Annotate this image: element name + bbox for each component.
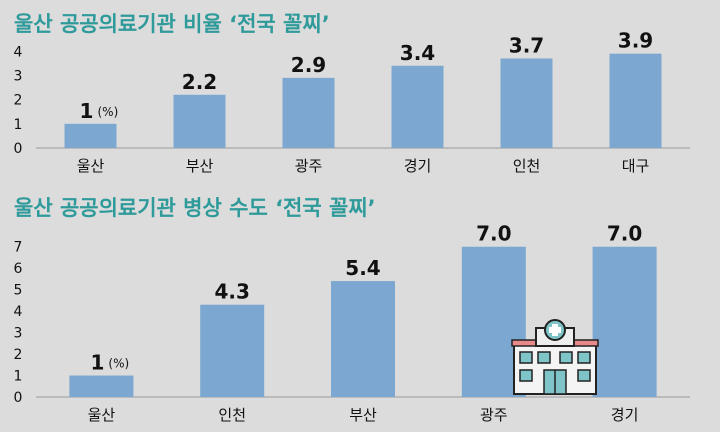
chart2-value-label: 7.0 bbox=[607, 222, 642, 246]
chart1-value-label: 3.9 bbox=[618, 29, 653, 53]
chart2-ytick: 2 bbox=[14, 347, 23, 363]
chart2-ytick: 3 bbox=[14, 326, 23, 342]
chart1-unit-label: (%) bbox=[98, 105, 119, 119]
chart2-bar bbox=[200, 304, 265, 397]
chart1-ytick: 1 bbox=[14, 117, 23, 133]
chart2-value-label: 7.0 bbox=[476, 222, 511, 246]
chart1-category-label: 인천 bbox=[513, 157, 541, 175]
chart1-value-label: 2.2 bbox=[182, 70, 217, 94]
chart1-value-label: 2.9 bbox=[291, 53, 326, 77]
chart2-ytick: 6 bbox=[14, 261, 23, 277]
chart2-category-label: 인천 bbox=[218, 406, 246, 424]
chart1-value-label: 1 bbox=[80, 99, 94, 123]
chart1-bar bbox=[609, 53, 662, 148]
chart2-category-label: 경기 bbox=[611, 406, 639, 424]
chart1-value-label: 3.7 bbox=[509, 34, 544, 58]
chart1-category-label: 울산 bbox=[77, 157, 105, 175]
chart1-category-label: 광주 bbox=[295, 157, 323, 175]
chart2-unit-label: (%) bbox=[108, 357, 129, 371]
chart2-category-label: 부산 bbox=[349, 406, 377, 424]
chart2-category-label: 울산 bbox=[88, 406, 116, 424]
chart1-value-label: 3.4 bbox=[400, 41, 435, 65]
chart2-bar bbox=[592, 246, 657, 397]
chart2-value-label: 5.4 bbox=[345, 256, 380, 280]
chart2-plot: 0 1 2 3 4 5 6 7 1 (%) 울산 4.3 인천 5.4 부산 7.0 광주 7.0 경기 bbox=[14, 222, 690, 424]
chart1-category-label: 부산 bbox=[186, 157, 214, 175]
chart2-value-label: 4.3 bbox=[214, 280, 249, 304]
chart1-category-label: 경기 bbox=[404, 157, 432, 175]
chart1-title: 울산 공공의료기관 비율 ‘전국 꼴찌’ bbox=[14, 12, 330, 36]
chart2-title: 울산 공공의료기관 병상 수도 ‘전국 꼴찌’ bbox=[14, 196, 376, 220]
chart1-ytick: 4 bbox=[14, 44, 23, 60]
chart2-bar bbox=[69, 375, 134, 397]
chart2-ytick: 5 bbox=[14, 283, 23, 299]
chart2-category-label: 광주 bbox=[480, 406, 508, 424]
chart2-ytick: 1 bbox=[14, 369, 23, 385]
chart1-bar bbox=[173, 94, 226, 148]
chart1-bar bbox=[391, 65, 444, 148]
chart2-ytick: 0 bbox=[14, 390, 23, 406]
chart1-ytick: 3 bbox=[14, 68, 23, 84]
chart1-plot: 0 1 2 3 4 1 (%) 울산 2.2 부산 2.9 광주 3.4 경기 3.7 인천 3.9 대구 bbox=[14, 29, 690, 175]
chart2-ytick: 7 bbox=[14, 240, 23, 256]
chart1-bar bbox=[282, 77, 335, 148]
chart1-ytick: 2 bbox=[14, 93, 23, 109]
chart1-bar bbox=[64, 123, 117, 148]
chart1-category-label: 대구 bbox=[622, 157, 650, 175]
chart2-bar bbox=[331, 281, 395, 397]
chart2-ytick: 4 bbox=[14, 304, 23, 320]
chart2-value-label: 1 bbox=[90, 351, 104, 375]
chart1-ytick: 0 bbox=[14, 141, 23, 157]
chart1-bar bbox=[500, 58, 553, 148]
hospital-icon bbox=[511, 319, 599, 395]
